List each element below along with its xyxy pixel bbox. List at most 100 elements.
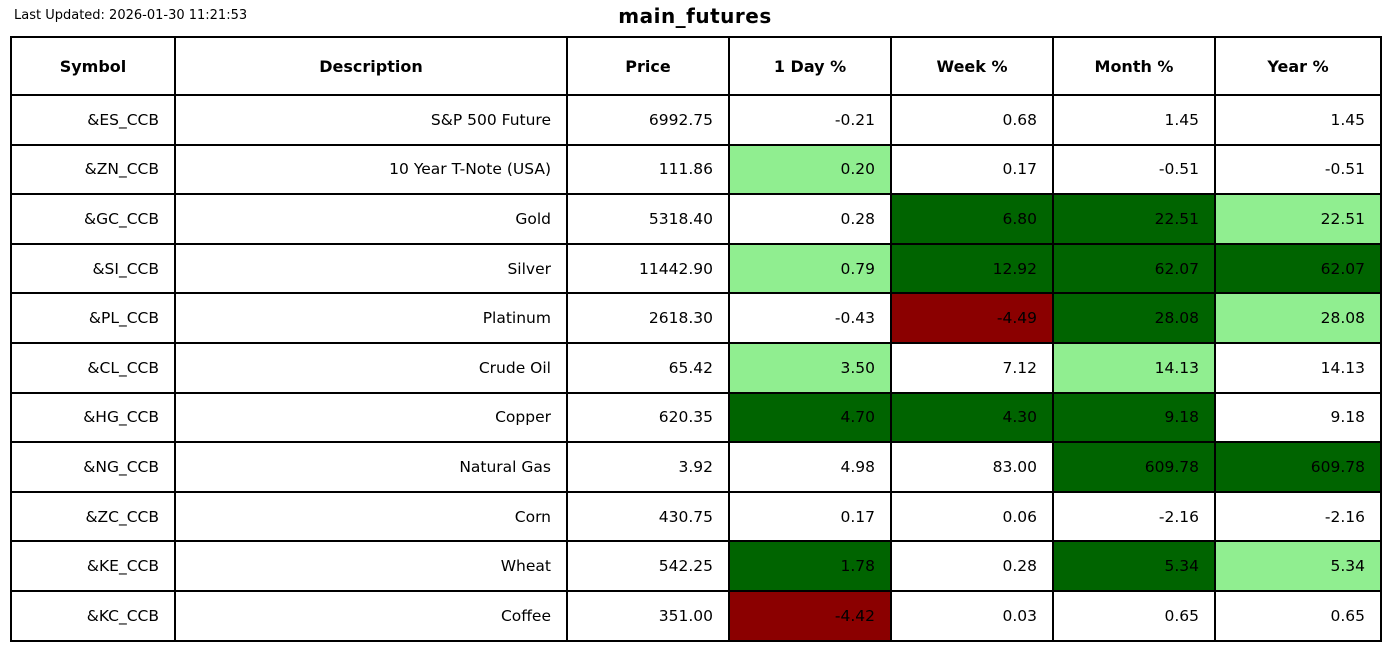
table-header-row: Symbol Description Price 1 Day % Week % Month… xyxy=(10,36,1382,96)
page-title: main_futures xyxy=(618,4,772,28)
cell-description: Copper xyxy=(174,391,568,444)
cell-year-pct: 22.51 xyxy=(1214,193,1382,245)
last-updated-label: Last Updated: 2026-01-30 11:21:53 xyxy=(14,8,248,23)
cell-1-day-pct: 4.98 xyxy=(728,441,892,493)
cell-week-pct: 0.17 xyxy=(890,143,1054,196)
cell-symbol: &CL_CCB xyxy=(10,341,176,394)
table-row: &ES_CCB S&P 500 Future 6992.75 -0.21 0.68 1.4… xyxy=(10,94,1382,146)
cell-symbol: &ZN_CCB xyxy=(10,143,176,196)
cell-year-pct: 28.08 xyxy=(1214,292,1382,344)
futures-table: Symbol Description Price 1 Day % Week % Month… xyxy=(10,36,1382,642)
cell-description: S&P 500 Future xyxy=(174,94,568,146)
cell-symbol: &ES_CCB xyxy=(10,94,176,146)
table-row: &ZN_CCB 10 Year T-Note (USA) 111.86 0.20 0.1… xyxy=(10,143,1382,196)
cell-price: 351.00 xyxy=(566,589,730,642)
cell-symbol: &SI_CCB xyxy=(10,242,176,295)
cell-1-day-pct: 0.20 xyxy=(728,143,892,196)
cell-year-pct: -0.51 xyxy=(1214,143,1382,196)
cell-symbol: &ZC_CCB xyxy=(10,490,176,543)
column-header-month: Month % xyxy=(1052,36,1216,96)
cell-week-pct: 0.06 xyxy=(890,490,1054,543)
cell-price: 620.35 xyxy=(566,391,730,444)
cell-description: 10 Year T-Note (USA) xyxy=(174,143,568,196)
cell-description: Silver xyxy=(174,242,568,295)
cell-year-pct: -2.16 xyxy=(1214,490,1382,543)
cell-month-pct: -2.16 xyxy=(1052,490,1216,543)
cell-description: Gold xyxy=(174,193,568,245)
table-row: &HG_CCB Copper 620.35 4.70 4.30 9.18 9.18 xyxy=(10,391,1382,444)
cell-1-day-pct: -4.42 xyxy=(728,589,892,642)
cell-month-pct: 609.78 xyxy=(1052,441,1216,493)
cell-1-day-pct: 0.17 xyxy=(728,490,892,543)
cell-symbol: &GC_CCB xyxy=(10,193,176,245)
cell-1-day-pct: -0.21 xyxy=(728,94,892,146)
cell-month-pct: 5.34 xyxy=(1052,540,1216,592)
cell-1-day-pct: 4.70 xyxy=(728,391,892,444)
cell-week-pct: 6.80 xyxy=(890,193,1054,245)
table-row: &PL_CCB Platinum 2618.30 -0.43 -4.49 28.08 28.… xyxy=(10,292,1382,344)
cell-year-pct: 62.07 xyxy=(1214,242,1382,295)
cell-price: 6992.75 xyxy=(566,94,730,146)
cell-week-pct: -4.49 xyxy=(890,292,1054,344)
cell-1-day-pct: 1.78 xyxy=(728,540,892,592)
cell-month-pct: 14.13 xyxy=(1052,341,1216,394)
cell-symbol: &KC_CCB xyxy=(10,589,176,642)
cell-description: Platinum xyxy=(174,292,568,344)
cell-month-pct: 9.18 xyxy=(1052,391,1216,444)
cell-symbol: &NG_CCB xyxy=(10,441,176,493)
cell-year-pct: 0.65 xyxy=(1214,589,1382,642)
cell-price: 5318.40 xyxy=(566,193,730,245)
cell-price: 3.92 xyxy=(566,441,730,493)
table-body: &ES_CCB S&P 500 Future 6992.75 -0.21 0.68 1.4… xyxy=(10,94,1382,642)
column-header-description: Description xyxy=(174,36,568,96)
table-row: &GC_CCB Gold 5318.40 0.28 6.80 22.51 22.51 xyxy=(10,193,1382,245)
column-header-price: Price xyxy=(566,36,730,96)
cell-price: 65.42 xyxy=(566,341,730,394)
cell-1-day-pct: 3.50 xyxy=(728,341,892,394)
cell-1-day-pct: 0.28 xyxy=(728,193,892,245)
column-header-1-day: 1 Day % xyxy=(728,36,892,96)
table-row: &SI_CCB Silver 11442.90 0.79 12.92 62.07 62.07 xyxy=(10,242,1382,295)
cell-price: 2618.30 xyxy=(566,292,730,344)
cell-week-pct: 4.30 xyxy=(890,391,1054,444)
column-header-week: Week % xyxy=(890,36,1054,96)
cell-symbol: &KE_CCB xyxy=(10,540,176,592)
cell-year-pct: 14.13 xyxy=(1214,341,1382,394)
cell-month-pct: 1.45 xyxy=(1052,94,1216,146)
cell-year-pct: 9.18 xyxy=(1214,391,1382,444)
table-row: &KE_CCB Wheat 542.25 1.78 0.28 5.34 5.34 xyxy=(10,540,1382,592)
cell-price: 11442.90 xyxy=(566,242,730,295)
cell-description: Corn xyxy=(174,490,568,543)
cell-1-day-pct: 0.79 xyxy=(728,242,892,295)
cell-week-pct: 0.68 xyxy=(890,94,1054,146)
cell-week-pct: 83.00 xyxy=(890,441,1054,493)
cell-month-pct: -0.51 xyxy=(1052,143,1216,196)
cell-description: Crude Oil xyxy=(174,341,568,394)
table-row: &CL_CCB Crude Oil 65.42 3.50 7.12 14.13 14.13 xyxy=(10,341,1382,394)
table-row: &NG_CCB Natural Gas 3.92 4.98 83.00 609.78 609… xyxy=(10,441,1382,493)
cell-description: Coffee xyxy=(174,589,568,642)
cell-description: Natural Gas xyxy=(174,441,568,493)
table-row: &KC_CCB Coffee 351.00 -4.42 0.03 0.65 0.65 xyxy=(10,589,1382,642)
cell-symbol: &HG_CCB xyxy=(10,391,176,444)
cell-month-pct: 62.07 xyxy=(1052,242,1216,295)
cell-year-pct: 1.45 xyxy=(1214,94,1382,146)
cell-week-pct: 12.92 xyxy=(890,242,1054,295)
cell-year-pct: 609.78 xyxy=(1214,441,1382,493)
cell-price: 430.75 xyxy=(566,490,730,543)
cell-week-pct: 0.28 xyxy=(890,540,1054,592)
cell-description: Wheat xyxy=(174,540,568,592)
column-header-symbol: Symbol xyxy=(10,36,176,96)
cell-week-pct: 7.12 xyxy=(890,341,1054,394)
cell-1-day-pct: -0.43 xyxy=(728,292,892,344)
cell-price: 111.86 xyxy=(566,143,730,196)
cell-symbol: &PL_CCB xyxy=(10,292,176,344)
table-row: &ZC_CCB Corn 430.75 0.17 0.06 -2.16 -2.16 xyxy=(10,490,1382,543)
cell-price: 542.25 xyxy=(566,540,730,592)
cell-month-pct: 0.65 xyxy=(1052,589,1216,642)
column-header-year: Year % xyxy=(1214,36,1382,96)
cell-month-pct: 22.51 xyxy=(1052,193,1216,245)
cell-year-pct: 5.34 xyxy=(1214,540,1382,592)
cell-week-pct: 0.03 xyxy=(890,589,1054,642)
